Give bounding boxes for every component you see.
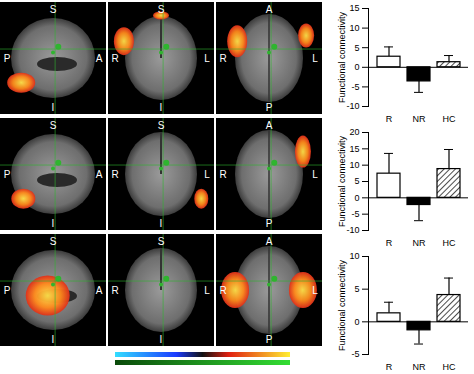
svg-text:I: I xyxy=(52,334,55,345)
svg-text:-10: -10 xyxy=(346,225,359,235)
svg-text:I: I xyxy=(52,102,55,113)
svg-text:10: 10 xyxy=(349,251,359,261)
svg-text:P: P xyxy=(4,169,11,180)
svg-text:A: A xyxy=(96,53,103,64)
svg-text:5: 5 xyxy=(354,43,359,53)
svg-text:R: R xyxy=(219,53,226,64)
svg-text:-10: -10 xyxy=(346,101,359,111)
svg-text:A: A xyxy=(266,4,273,15)
svg-text:15: 15 xyxy=(349,3,359,13)
svg-text:L: L xyxy=(204,285,210,296)
svg-text:A: A xyxy=(96,285,103,296)
svg-text:HC: HC xyxy=(443,114,456,124)
svg-text:I: I xyxy=(160,334,163,345)
svg-text:NR: NR xyxy=(413,362,426,372)
svg-text:-5: -5 xyxy=(351,349,359,359)
svg-text:S: S xyxy=(50,120,57,131)
svg-text:20: 20 xyxy=(349,127,359,137)
svg-text:R: R xyxy=(386,362,393,372)
svg-text:NR: NR xyxy=(413,114,426,124)
svg-text:I: I xyxy=(160,218,163,229)
svg-text:HC: HC xyxy=(443,362,456,372)
svg-text:R: R xyxy=(219,169,226,180)
svg-text:HC: HC xyxy=(443,238,456,248)
svg-text:S: S xyxy=(158,4,165,15)
svg-text:NR: NR xyxy=(413,238,426,248)
svg-text:5: 5 xyxy=(354,176,359,186)
svg-text:R: R xyxy=(111,285,118,296)
svg-text:S: S xyxy=(50,236,57,247)
svg-text:S: S xyxy=(158,236,165,247)
svg-text:R: R xyxy=(111,53,118,64)
svg-text:L: L xyxy=(204,53,210,64)
svg-text:5: 5 xyxy=(354,284,359,294)
svg-text:-5: -5 xyxy=(351,82,359,92)
svg-text:L: L xyxy=(312,285,318,296)
svg-text:Functional connectivity: Functional connectivity xyxy=(337,11,347,103)
svg-text:Functional connectivity: Functional connectivity xyxy=(337,259,347,351)
svg-text:A: A xyxy=(266,120,273,131)
svg-text:P: P xyxy=(4,53,11,64)
svg-text:A: A xyxy=(266,236,273,247)
svg-text:R: R xyxy=(386,114,393,124)
svg-text:A: A xyxy=(96,169,103,180)
svg-text:R: R xyxy=(386,238,393,248)
svg-text:S: S xyxy=(50,4,57,15)
svg-text:P: P xyxy=(266,218,273,229)
svg-text:Functional connectivity: Functional connectivity xyxy=(337,135,347,227)
svg-text:15: 15 xyxy=(349,144,359,154)
svg-text:L: L xyxy=(312,169,318,180)
svg-text:-5: -5 xyxy=(351,209,359,219)
svg-text:P: P xyxy=(266,334,273,345)
svg-text:S: S xyxy=(158,120,165,131)
svg-text:L: L xyxy=(312,53,318,64)
svg-text:R: R xyxy=(111,169,118,180)
svg-text:I: I xyxy=(160,102,163,113)
svg-text:I: I xyxy=(52,218,55,229)
svg-text:P: P xyxy=(4,285,11,296)
svg-text:L: L xyxy=(204,169,210,180)
svg-text:P: P xyxy=(266,102,273,113)
svg-text:10: 10 xyxy=(349,160,359,170)
svg-text:0: 0 xyxy=(354,62,359,72)
svg-text:R: R xyxy=(219,285,226,296)
svg-text:0: 0 xyxy=(354,193,359,203)
svg-text:10: 10 xyxy=(349,23,359,33)
svg-text:0: 0 xyxy=(354,317,359,327)
